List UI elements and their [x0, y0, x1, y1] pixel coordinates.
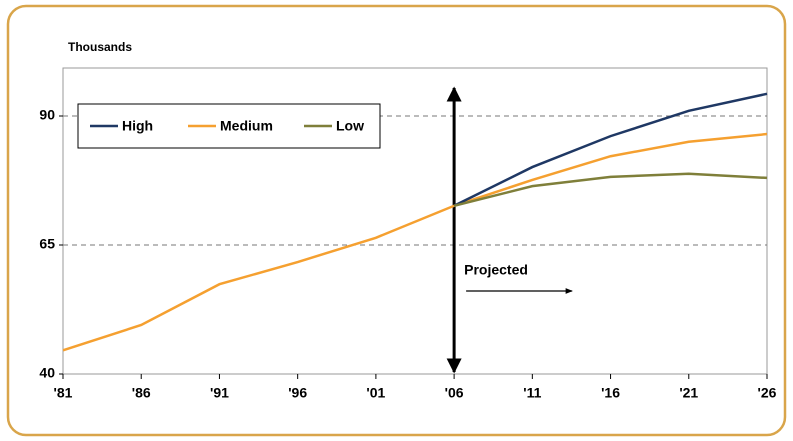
legend-label: Low	[336, 118, 364, 134]
x-tick-label: '16	[601, 385, 620, 401]
x-tick-label: '26	[758, 385, 777, 401]
legend-label: Medium	[220, 118, 273, 134]
x-tick-label: '96	[288, 385, 307, 401]
y-tick-label: 65	[39, 236, 55, 252]
line-series	[453, 172, 768, 207]
x-tick-label: '81	[54, 385, 73, 401]
x-tick-label: '86	[132, 385, 151, 401]
x-tick-label: '11	[523, 385, 541, 401]
y-tick-label: 90	[39, 107, 55, 123]
x-tick-label: '91	[210, 385, 229, 401]
line-series	[62, 132, 768, 352]
line-series	[453, 92, 768, 207]
x-tick-label: '01	[366, 385, 385, 401]
legend-label: High	[122, 118, 153, 134]
chart-title: Thousands	[68, 40, 132, 54]
annotation: Projected	[464, 262, 528, 278]
y-tick-label: 40	[39, 365, 55, 381]
x-tick-label: '21	[679, 385, 698, 401]
x-tick-label: '06	[445, 385, 464, 401]
